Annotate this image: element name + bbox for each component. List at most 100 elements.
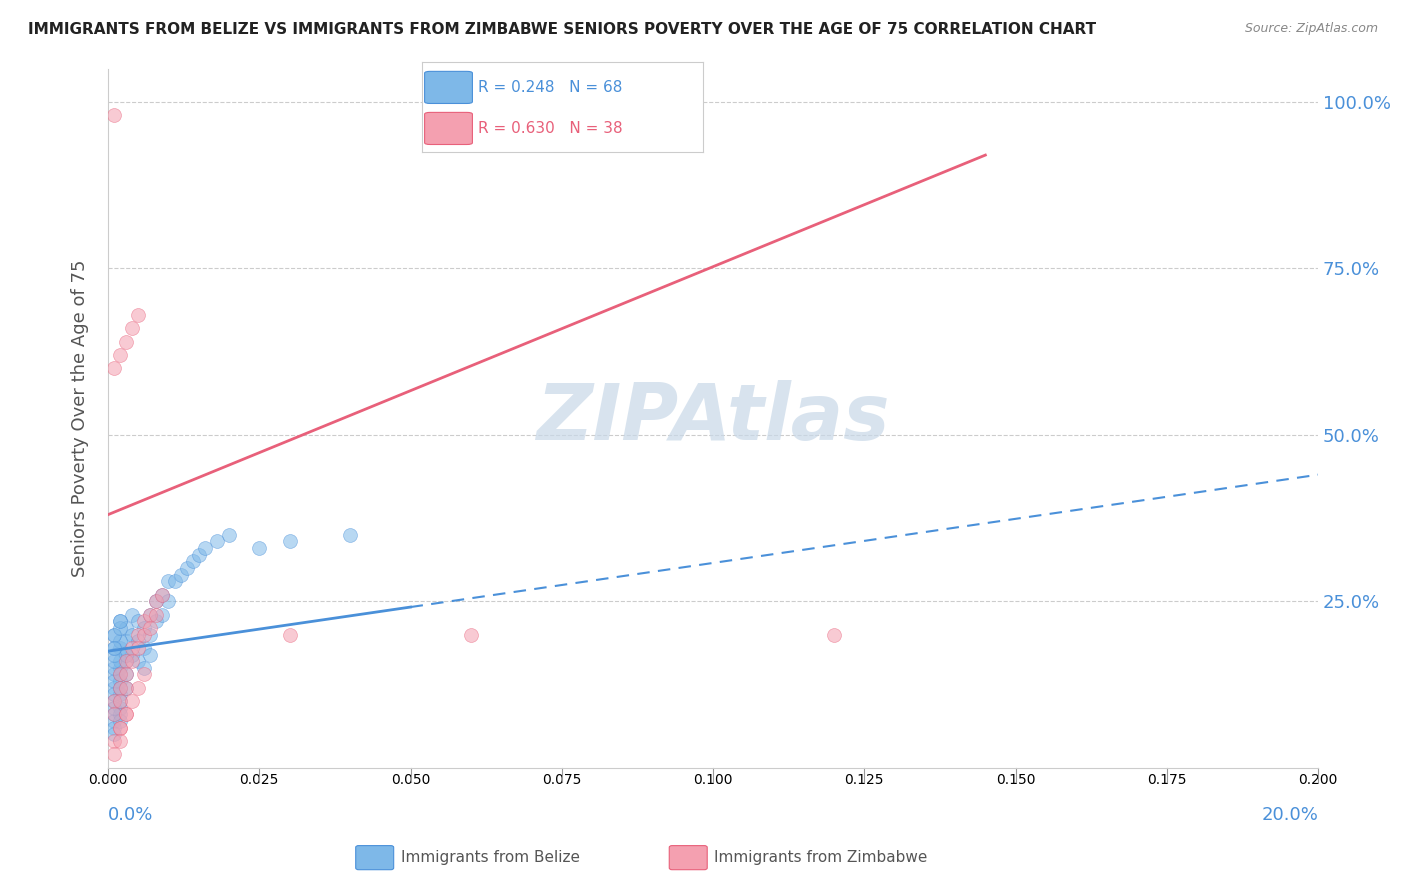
Point [194, 541, 217, 555]
Point [181, 554, 204, 568]
Point [103, 648, 125, 662]
Point [115, 667, 138, 681]
Point [152, 607, 174, 622]
Text: 0.0%: 0.0% [108, 806, 153, 824]
Point [103, 694, 125, 708]
Point [169, 567, 191, 582]
Point [121, 648, 143, 662]
Point [108, 674, 131, 689]
Point [460, 627, 482, 641]
Point [176, 561, 198, 575]
Point [103, 108, 125, 122]
Point [103, 654, 125, 668]
Point [115, 621, 138, 635]
Point [103, 627, 125, 641]
Point [152, 588, 174, 602]
Point [145, 607, 167, 622]
Point [108, 681, 131, 695]
Point [139, 607, 162, 622]
Point [278, 534, 301, 549]
Point [121, 654, 143, 668]
Point [115, 707, 138, 722]
Point [163, 574, 186, 589]
Point [108, 688, 131, 702]
Point [145, 614, 167, 628]
Point [103, 667, 125, 681]
Point [247, 541, 270, 555]
Point [103, 688, 125, 702]
Point [139, 627, 162, 641]
Point [108, 714, 131, 728]
Point [103, 747, 125, 762]
Point [339, 527, 361, 541]
Point [127, 308, 149, 322]
Point [108, 721, 131, 735]
Point [145, 594, 167, 608]
Point [115, 648, 138, 662]
Y-axis label: Seniors Poverty Over the Age of 75: Seniors Poverty Over the Age of 75 [72, 260, 89, 577]
Point [127, 654, 149, 668]
Text: ZIPAtlas: ZIPAtlas [536, 380, 890, 456]
Point [278, 627, 301, 641]
Point [103, 627, 125, 641]
Point [115, 654, 138, 668]
Point [108, 614, 131, 628]
Point [218, 527, 240, 541]
Point [108, 694, 131, 708]
Point [108, 634, 131, 648]
Point [127, 681, 149, 695]
Point [134, 640, 156, 655]
Point [115, 334, 138, 349]
Point [115, 681, 138, 695]
Point [127, 640, 149, 655]
FancyBboxPatch shape [425, 112, 472, 145]
Point [134, 627, 156, 641]
Point [115, 681, 138, 695]
Point [103, 707, 125, 722]
Point [121, 607, 143, 622]
Point [108, 667, 131, 681]
Point [103, 674, 125, 689]
Point [108, 614, 131, 628]
Point [108, 661, 131, 675]
Point [108, 348, 131, 362]
Point [157, 574, 180, 589]
FancyBboxPatch shape [425, 71, 472, 103]
Point [127, 627, 149, 641]
Point [157, 594, 180, 608]
Point [103, 361, 125, 376]
Point [108, 707, 131, 722]
Point [103, 721, 125, 735]
Point [103, 681, 125, 695]
Point [115, 667, 138, 681]
Point [121, 627, 143, 641]
Text: Source: ZipAtlas.com: Source: ZipAtlas.com [1244, 22, 1378, 36]
Point [108, 700, 131, 714]
Point [108, 721, 131, 735]
Point [121, 640, 143, 655]
Point [108, 621, 131, 635]
Text: IMMIGRANTS FROM BELIZE VS IMMIGRANTS FROM ZIMBABWE SENIORS POVERTY OVER THE AGE : IMMIGRANTS FROM BELIZE VS IMMIGRANTS FRO… [28, 22, 1097, 37]
Point [108, 640, 131, 655]
Point [103, 714, 125, 728]
Point [139, 648, 162, 662]
Point [134, 667, 156, 681]
Point [205, 534, 228, 549]
Point [134, 661, 156, 675]
Point [127, 614, 149, 628]
Point [139, 621, 162, 635]
Text: Immigrants from Zimbabwe: Immigrants from Zimbabwe [714, 850, 928, 864]
Point [108, 681, 131, 695]
Point [103, 694, 125, 708]
Point [103, 707, 125, 722]
Point [139, 607, 162, 622]
Point [121, 321, 143, 335]
Point [823, 627, 845, 641]
Point [108, 694, 131, 708]
Point [115, 707, 138, 722]
Point [115, 634, 138, 648]
Point [108, 654, 131, 668]
Point [103, 661, 125, 675]
Text: Immigrants from Belize: Immigrants from Belize [401, 850, 579, 864]
Point [103, 734, 125, 748]
